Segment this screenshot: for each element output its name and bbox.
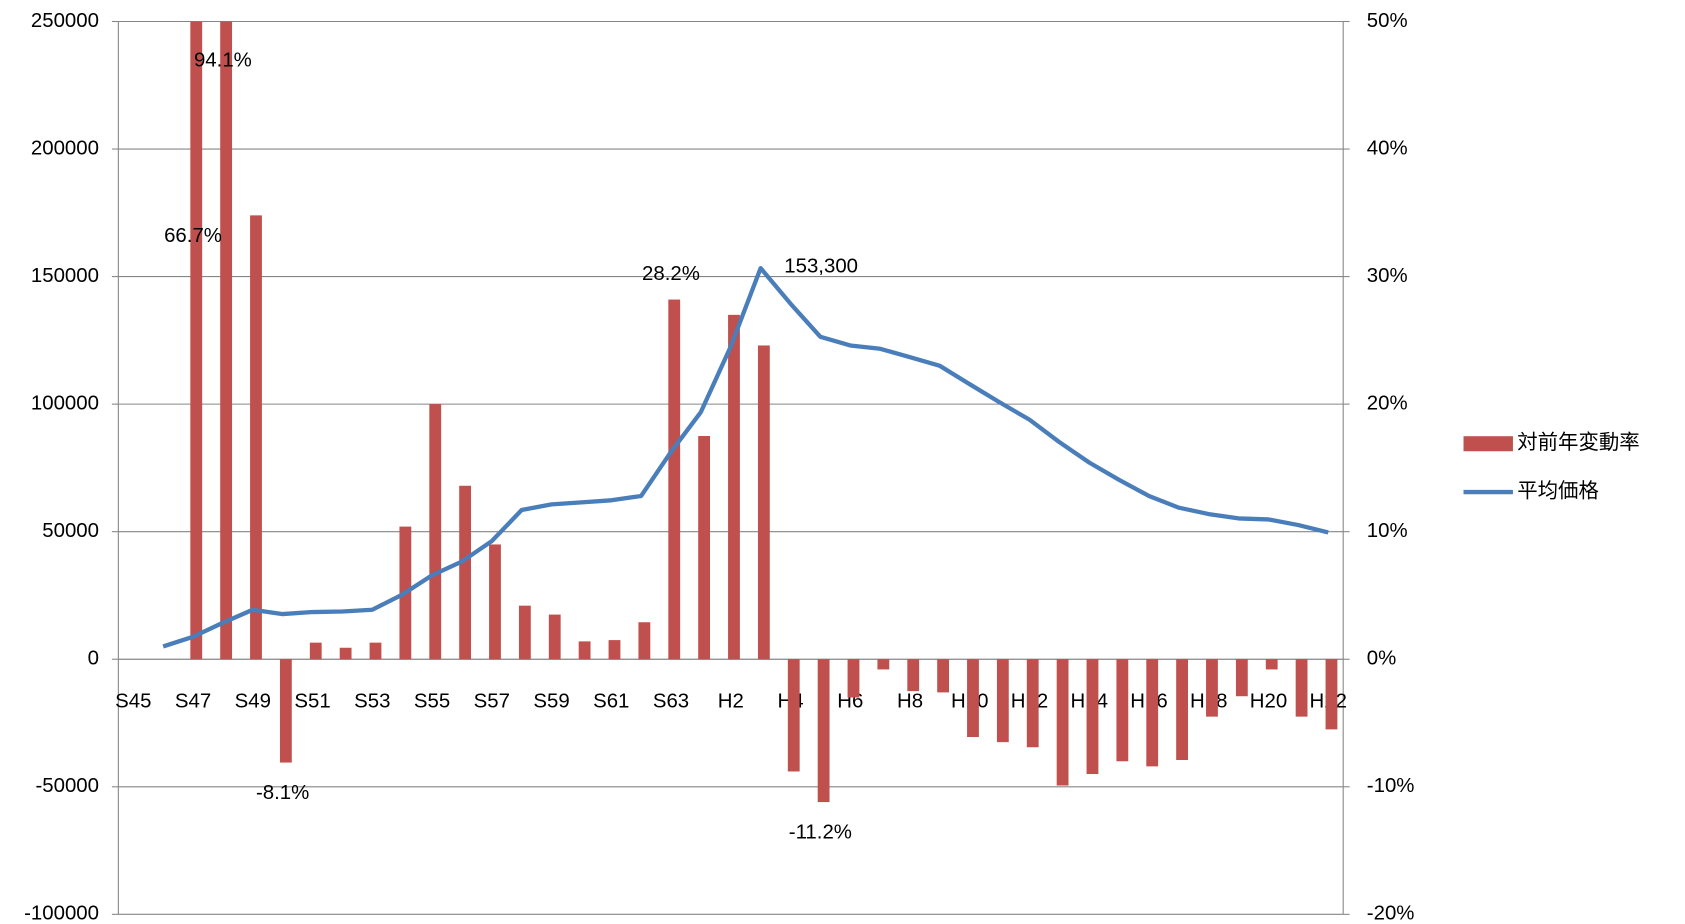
bar — [638, 622, 651, 660]
y2-tick-label: -10% — [1367, 775, 1415, 797]
y2-tick-label: 40% — [1367, 137, 1408, 159]
x-tick-label: S61 — [593, 691, 629, 713]
bar — [429, 404, 442, 660]
bar — [548, 614, 561, 660]
y-tick-label: 0 — [88, 648, 99, 670]
bar — [698, 436, 711, 660]
legend-label: 平均価格 — [1517, 479, 1599, 502]
y-tick-label: -100000 — [24, 903, 99, 924]
bar — [1265, 659, 1278, 670]
x-tick-label: S59 — [533, 691, 569, 713]
x-tick-label: S51 — [294, 691, 330, 713]
x-tick-label: H2 — [718, 691, 744, 713]
y-tick-label: -50000 — [35, 775, 99, 797]
y2-tick-label: 10% — [1367, 520, 1408, 542]
x-tick-label: S57 — [474, 691, 510, 713]
y-tick-label: 200000 — [31, 137, 99, 159]
bar — [757, 345, 770, 660]
bar — [1086, 659, 1099, 775]
data-label: 28.2% — [642, 263, 700, 285]
bar — [1056, 659, 1069, 786]
bar — [907, 659, 920, 692]
bar — [1295, 659, 1308, 717]
bar — [817, 659, 830, 803]
bar — [578, 641, 591, 660]
x-tick-label: H20 — [1250, 691, 1287, 713]
y2-tick-label: 50% — [1367, 10, 1408, 32]
bar — [369, 642, 382, 660]
bar — [996, 659, 1009, 743]
bar — [1235, 659, 1248, 697]
x-tick-label: S49 — [235, 691, 271, 713]
bar — [518, 605, 531, 660]
bar — [459, 485, 472, 660]
bar — [1146, 659, 1159, 767]
bar — [877, 659, 890, 670]
bar — [1206, 659, 1218, 717]
bar — [1176, 659, 1189, 760]
x-tick-label: S53 — [354, 691, 390, 713]
x-tick-label: S47 — [175, 691, 211, 713]
x-tick-label: H8 — [897, 691, 923, 713]
data-label: -11.2% — [789, 822, 852, 844]
bar — [787, 659, 800, 772]
bar — [1116, 659, 1129, 762]
line — [162, 266, 1329, 649]
bar — [728, 314, 740, 660]
bar — [489, 544, 501, 660]
bar — [847, 659, 860, 698]
x-tick-label: S63 — [653, 691, 689, 713]
bar — [937, 659, 950, 693]
legend-swatch — [1463, 436, 1513, 452]
plot-area — [162, 21, 1338, 803]
bar — [190, 21, 203, 660]
x-tick-label: S45 — [115, 691, 151, 713]
bar — [339, 647, 352, 660]
bar — [1026, 659, 1039, 748]
bar — [279, 659, 292, 763]
y-tick-label: 250000 — [31, 10, 99, 32]
y2-tick-label: 30% — [1367, 265, 1408, 287]
data-label: 94.1% — [194, 50, 252, 72]
y-tick-label: 150000 — [31, 265, 99, 287]
bar — [967, 659, 979, 738]
bar — [1325, 659, 1338, 730]
data-label: 66.7% — [164, 225, 222, 247]
y2-tick-label: -20% — [1367, 903, 1415, 924]
legend-label: 対前年変動率 — [1517, 431, 1639, 454]
bar — [250, 215, 262, 660]
y-tick-label: 100000 — [31, 393, 99, 415]
y2-tick-label: 0% — [1367, 648, 1397, 670]
y-tick-label: 50000 — [42, 520, 99, 542]
bar — [668, 299, 681, 660]
bar — [220, 21, 233, 660]
data-label: 153,300 — [784, 255, 858, 277]
x-tick-label: S55 — [414, 691, 450, 713]
data-label: -8.1% — [256, 782, 309, 804]
bar — [309, 642, 322, 660]
y2-tick-label: 20% — [1367, 393, 1408, 415]
bar — [608, 640, 621, 660]
